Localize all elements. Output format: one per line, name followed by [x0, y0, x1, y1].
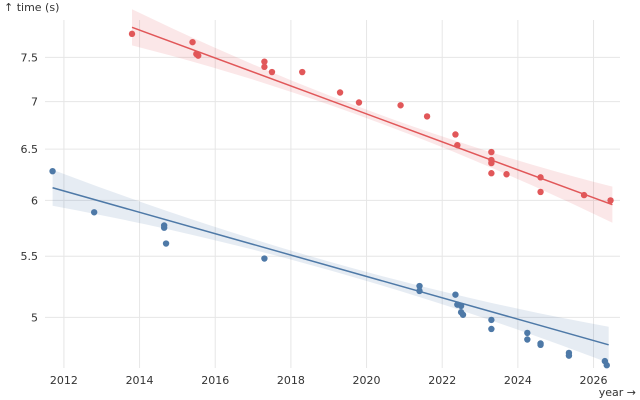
- data-point: [503, 171, 510, 178]
- data-point: [261, 255, 268, 262]
- data-point: [90, 209, 98, 216]
- data-point: [488, 159, 495, 167]
- y-tick-label: 6.5: [21, 143, 39, 156]
- data-point: [261, 63, 268, 71]
- data-point: [537, 174, 544, 181]
- data-point: [524, 329, 531, 337]
- y-axis-ticks: 5 5.5 6 6.5 7 7.5: [21, 51, 39, 324]
- data-point: [336, 89, 344, 96]
- y-tick-label: 7: [31, 96, 38, 109]
- y-tick-label: 7.5: [21, 51, 39, 64]
- data-point: [355, 99, 363, 106]
- y-axis-label: ↑ time (s): [4, 1, 59, 14]
- data-point: [452, 291, 459, 298]
- x-axis-ticks: 2012 2014 2016 2018 2020 2022 2024 2026: [50, 374, 608, 387]
- data-point: [537, 188, 544, 196]
- data-point: [454, 141, 461, 149]
- data-point: [603, 362, 610, 369]
- data-point: [488, 148, 495, 156]
- data-point: [607, 197, 614, 204]
- confidence-bands: [52, 9, 613, 363]
- y-tick-label: 6: [31, 194, 38, 207]
- data-point: [189, 38, 196, 46]
- data-point: [488, 325, 495, 333]
- data-point: [524, 336, 531, 343]
- data-point: [128, 30, 136, 38]
- x-axis-label: year →: [599, 386, 636, 399]
- data-points: [49, 30, 614, 369]
- data-point: [268, 68, 276, 76]
- data-point: [457, 302, 465, 310]
- x-tick-label: 2022: [428, 374, 456, 387]
- data-point: [565, 352, 573, 359]
- data-point: [49, 167, 56, 175]
- data-point: [299, 68, 306, 76]
- data-point: [488, 170, 495, 177]
- data-point: [397, 102, 404, 109]
- data-point: [416, 282, 423, 290]
- x-tick-label: 2026: [580, 374, 608, 387]
- data-point: [416, 287, 423, 295]
- x-tick-label: 2016: [201, 374, 229, 387]
- data-point: [452, 131, 459, 138]
- y-tick-label: 5.5: [21, 250, 39, 263]
- x-tick-label: 2014: [126, 374, 154, 387]
- data-point: [580, 191, 588, 199]
- data-point: [261, 58, 268, 65]
- trend-lines: [52, 26, 613, 346]
- x-tick-label: 2012: [50, 374, 78, 387]
- data-point: [537, 341, 544, 349]
- data-point: [459, 311, 467, 318]
- data-point: [162, 240, 170, 247]
- x-tick-label: 2024: [504, 374, 532, 387]
- y-tick-label: 5: [31, 311, 38, 324]
- trend-line: [52, 187, 609, 346]
- data-point: [195, 52, 202, 59]
- trend-line: [131, 26, 613, 206]
- data-point: [160, 224, 168, 231]
- data-point: [423, 113, 431, 120]
- data-point: [488, 316, 495, 324]
- x-tick-label: 2018: [277, 374, 305, 387]
- x-tick-label: 2020: [353, 374, 381, 387]
